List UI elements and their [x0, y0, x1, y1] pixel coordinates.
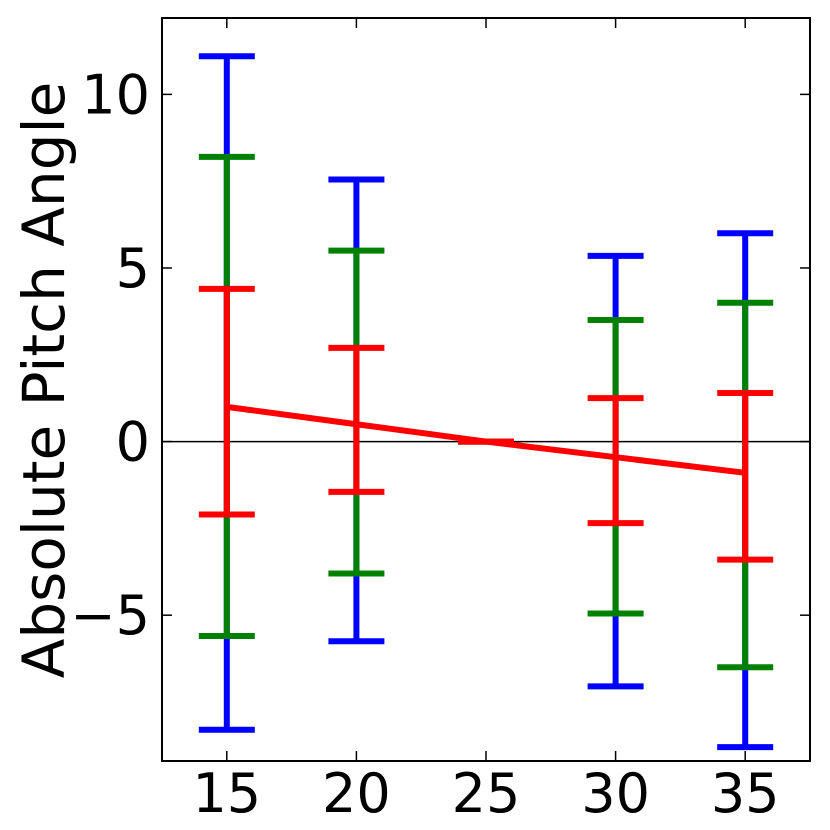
mean-line [226, 403, 746, 476]
mean-line-layer [226, 403, 746, 476]
y-tick-label: 10 [81, 63, 150, 126]
y-tick-label: −5 [70, 584, 150, 647]
y-tick-label: 5 [116, 237, 150, 300]
x-tick-label: 25 [452, 762, 521, 825]
y-tick-label: 0 [116, 411, 150, 474]
axis-ticks [162, 18, 810, 761]
plot-frame [161, 17, 811, 762]
x-tick-label: 20 [322, 762, 391, 825]
x-tick-label: 35 [711, 762, 780, 825]
x-tick-label: 15 [192, 762, 261, 825]
plot-background [162, 18, 810, 761]
tick-labels: 15 20 25 30 35 10 5 0 −5 [70, 63, 779, 825]
x-tick-label: 30 [581, 762, 650, 825]
y-axis-label: Absolute Pitch Angle [10, 82, 78, 679]
